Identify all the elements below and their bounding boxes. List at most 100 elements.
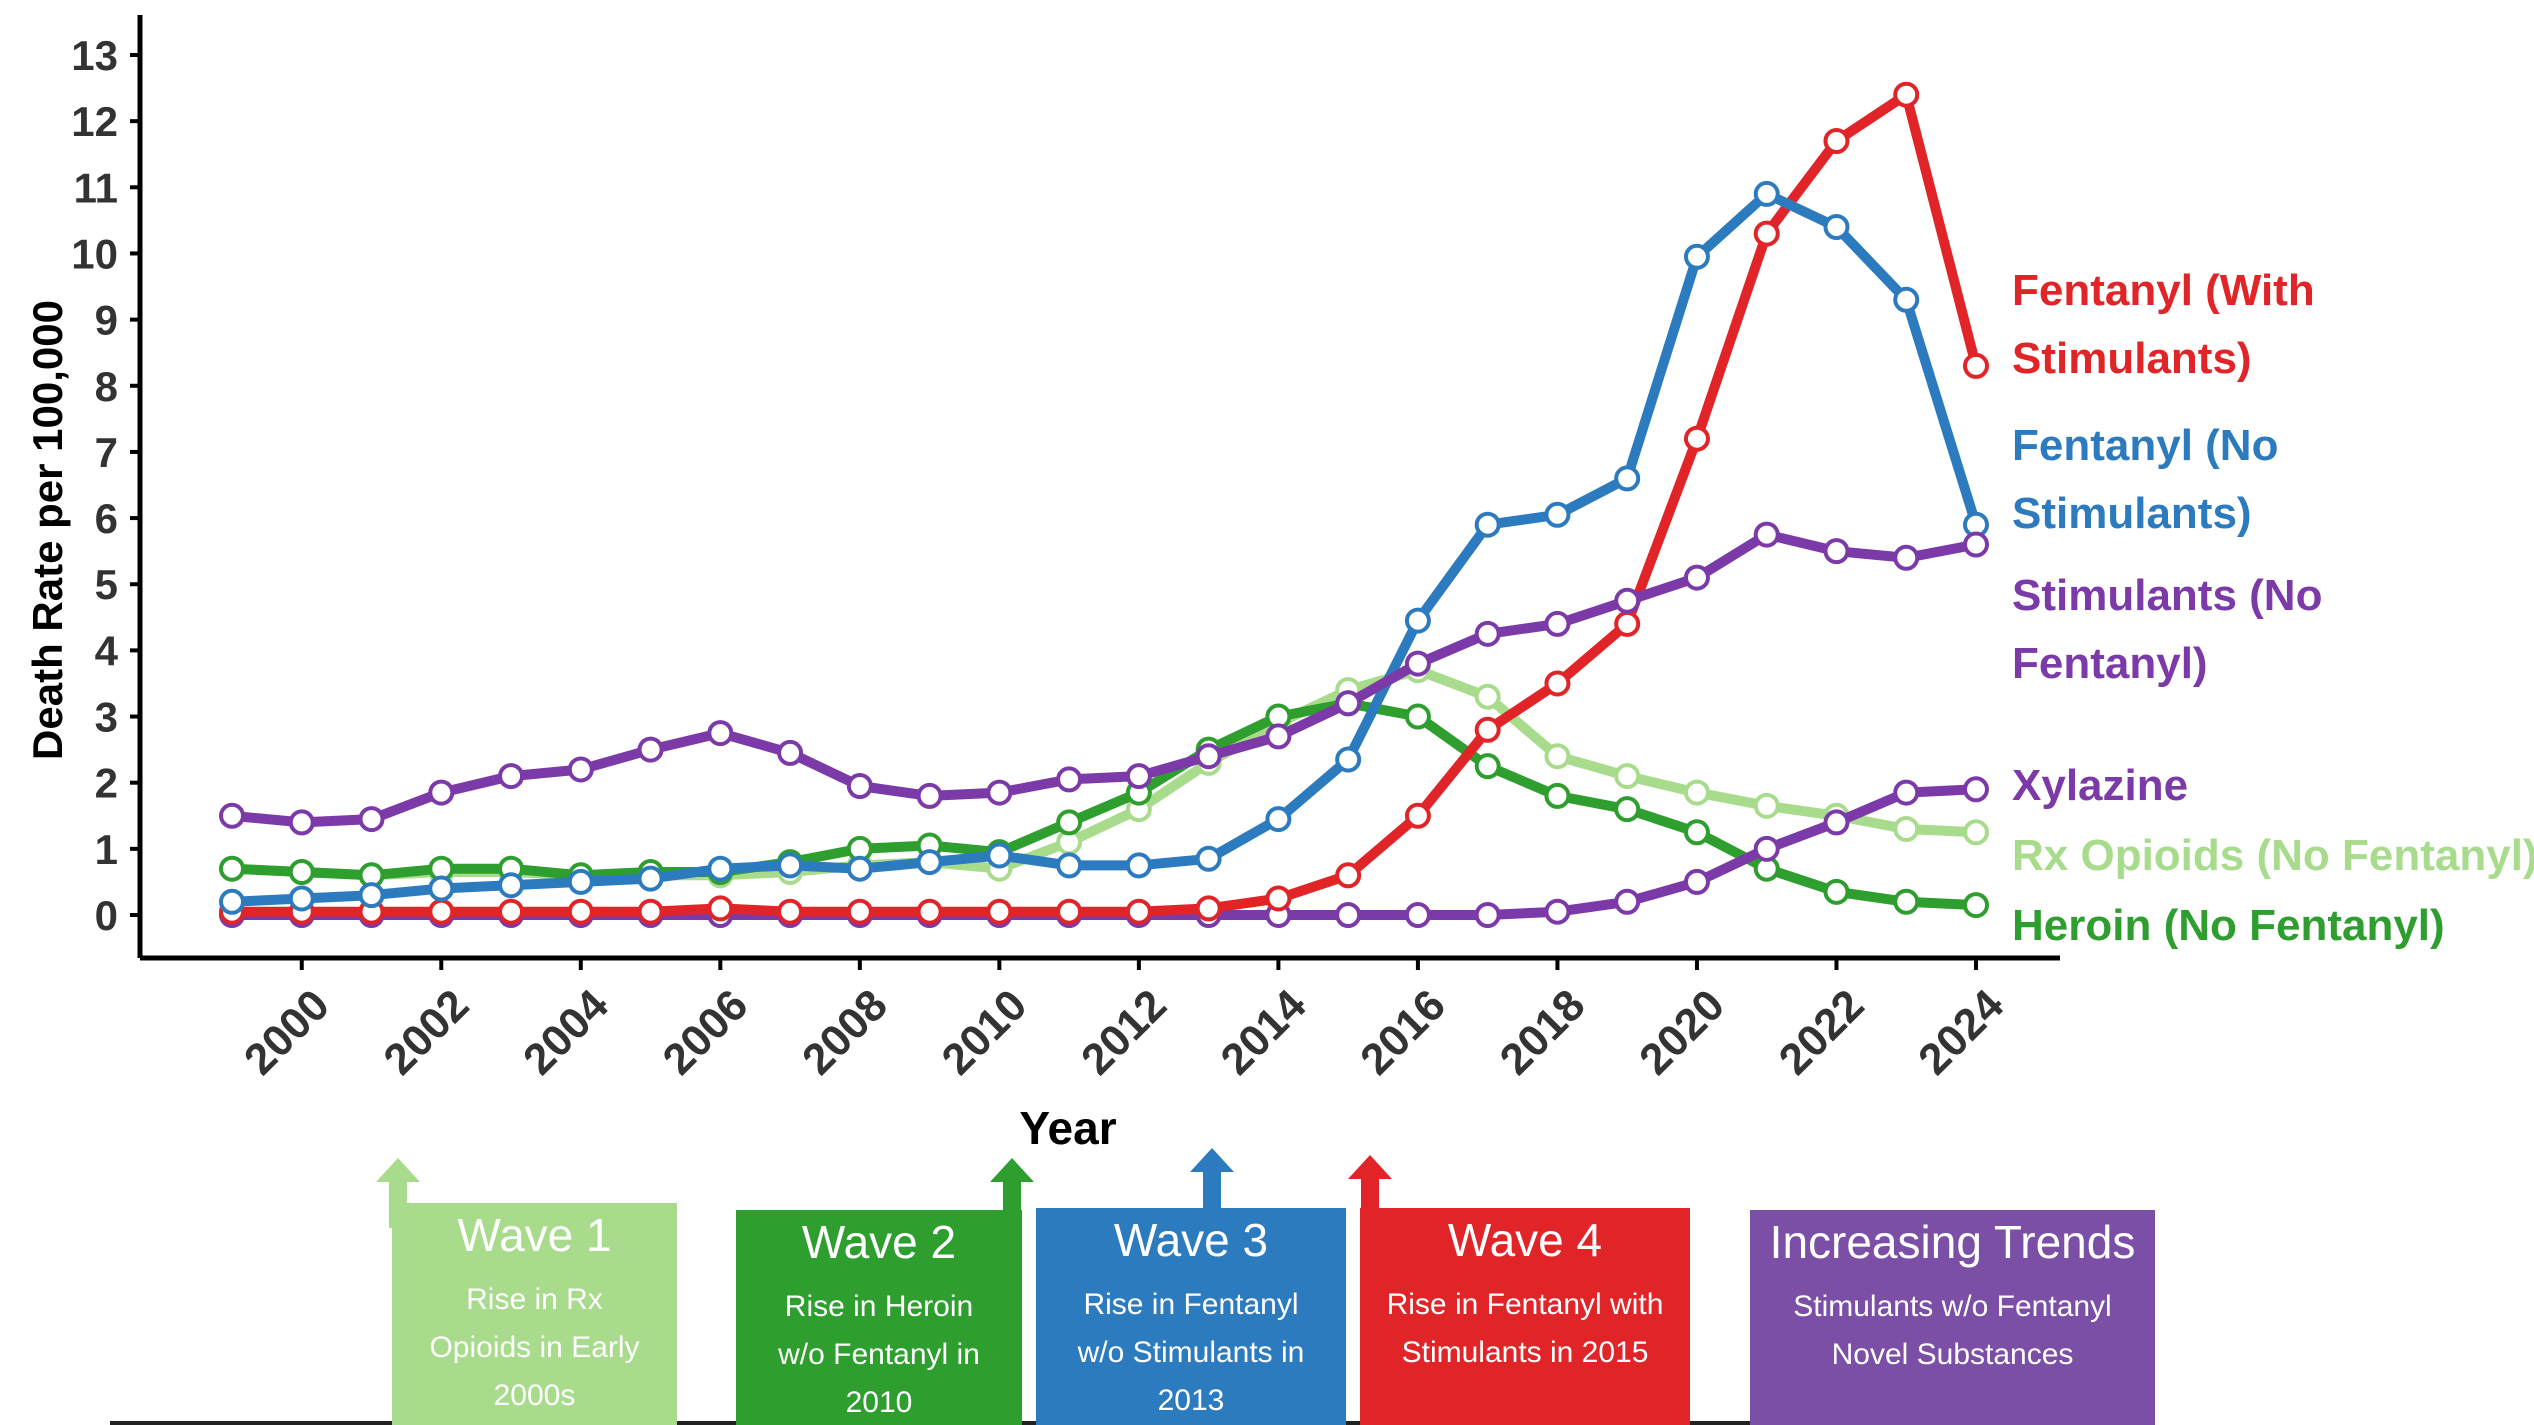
data-point (916, 898, 943, 925)
data-point (498, 763, 525, 790)
data-point (428, 779, 455, 806)
data-point (777, 739, 804, 766)
wave-description-line: Stimulants w/o Fentanyl (1793, 1289, 2112, 1323)
data-point (1056, 852, 1083, 879)
series-line (227, 529, 1981, 828)
wave-box-1: Wave 1 Rise in Rx Opioids in Early 2000s (392, 1203, 677, 1425)
data-point (1753, 180, 1780, 207)
x-tick-label: 2024 (1909, 980, 2013, 1084)
wave-title: Wave 2 (801, 1216, 957, 1268)
data-point (986, 842, 1013, 869)
series-label: Xylazine (2012, 761, 2188, 810)
y-tick-label: 0 (95, 892, 118, 939)
data-point (1544, 501, 1571, 528)
data-point (1265, 723, 1292, 750)
data-point (1753, 792, 1780, 819)
x-tick-label: 2014 (1212, 980, 1316, 1084)
x-tick-label: 2016 (1351, 980, 1455, 1084)
data-point (1056, 809, 1083, 836)
y-tick-label: 9 (95, 297, 118, 344)
data-point (637, 736, 664, 763)
up-arrow-icon (990, 1158, 1034, 1228)
data-point (777, 898, 804, 925)
data-point (1683, 819, 1710, 846)
data-point (288, 859, 315, 885)
data-point (1823, 214, 1850, 240)
x-axis-label: Year (1019, 1102, 1116, 1154)
data-point (1823, 538, 1850, 565)
wave-description: Rise in Rx Opioids in Early 2000s (392, 1276, 677, 1420)
wave-description-line: Rise in Fentanyl (1083, 1287, 1299, 1321)
wave-title: Increasing Trends (1769, 1216, 2136, 1268)
wave-description: Rise in Fentanyl w/o Stimulants in 2013 (1036, 1281, 1346, 1425)
wave-title: Wave 4 (1447, 1214, 1603, 1266)
data-point (358, 806, 385, 833)
data-point (1893, 81, 1920, 108)
data-point (1963, 531, 1989, 558)
data-point (428, 898, 455, 925)
data-point (1893, 816, 1920, 842)
data-point (288, 885, 315, 912)
data-point (1683, 564, 1710, 591)
x-tick-label: 2020 (1630, 980, 1734, 1084)
data-point (1404, 902, 1431, 928)
data-point (916, 849, 943, 876)
data-point (1683, 425, 1710, 452)
axes (137, 15, 2060, 961)
data-point (1544, 670, 1571, 697)
y-tick-label: 13 (71, 32, 118, 79)
data-point (219, 802, 245, 829)
data-point (1963, 776, 1989, 803)
y-tick-label: 8 (95, 363, 118, 410)
y-tick-label: 11 (74, 164, 118, 211)
wave-title: Wave 1 (457, 1209, 612, 1261)
data-point (1614, 587, 1641, 614)
data-point (1335, 902, 1362, 928)
data-point (1823, 809, 1850, 836)
data-point (916, 782, 943, 809)
data-point (846, 773, 873, 799)
x-tick-label: 2006 (654, 980, 758, 1084)
data-point (1614, 763, 1641, 790)
data-point (986, 779, 1013, 806)
y-tick-label: 2 (95, 760, 118, 807)
x-tick-label: 2018 (1491, 980, 1595, 1084)
data-point (1335, 746, 1362, 773)
data-point (1893, 286, 1920, 313)
data-point (219, 888, 245, 915)
y-axis-label: Death Rate per 100,000 (24, 300, 71, 760)
data-point (1683, 868, 1710, 895)
y-tick-label: 4 (95, 627, 119, 674)
series-label: Fentanyl (With (2012, 266, 2315, 315)
x-tick-label: 2008 (793, 980, 897, 1084)
data-point (1753, 521, 1780, 548)
x-tick-label: 2004 (514, 980, 618, 1084)
wave-description-line: Rise in Fentanyl with (1386, 1287, 1664, 1321)
wave-description: Rise in Fentanyl with Stimulants in 2015 (1360, 1281, 1690, 1377)
data-point (567, 898, 594, 925)
wave-box-3: Wave 3 Rise in Fentanyl w/o Stimulants in 2… (1036, 1208, 1346, 1425)
data-point (846, 898, 873, 925)
data-point (1683, 779, 1710, 806)
data-point (1404, 650, 1431, 677)
series-label: Stimulants) (2012, 489, 2252, 538)
data-point (1125, 898, 1152, 925)
data-point (777, 852, 804, 879)
wave-description-line: Rise in Heroin (784, 1289, 974, 1323)
x-tick-label: 2002 (374, 980, 478, 1084)
data-point (567, 868, 594, 895)
series-label: Fentanyl (No (2012, 421, 2278, 470)
data-point (1614, 796, 1641, 823)
data-point (1474, 753, 1501, 780)
data-point (1125, 763, 1152, 790)
data-point (288, 809, 315, 836)
data-point (637, 865, 664, 892)
data-point (567, 756, 594, 783)
data-point (707, 720, 734, 747)
series-label: Rx Opioids (No Fentanyl) (2012, 831, 2534, 880)
data-point (1474, 716, 1501, 743)
series-fentanyl-with-stimulants (219, 81, 1989, 925)
data-point (428, 875, 455, 902)
wave-description-line: w/o Stimulants in (1077, 1335, 1305, 1369)
wave-description: Stimulants w/o Fentanyl Novel Substances (1750, 1283, 2155, 1379)
